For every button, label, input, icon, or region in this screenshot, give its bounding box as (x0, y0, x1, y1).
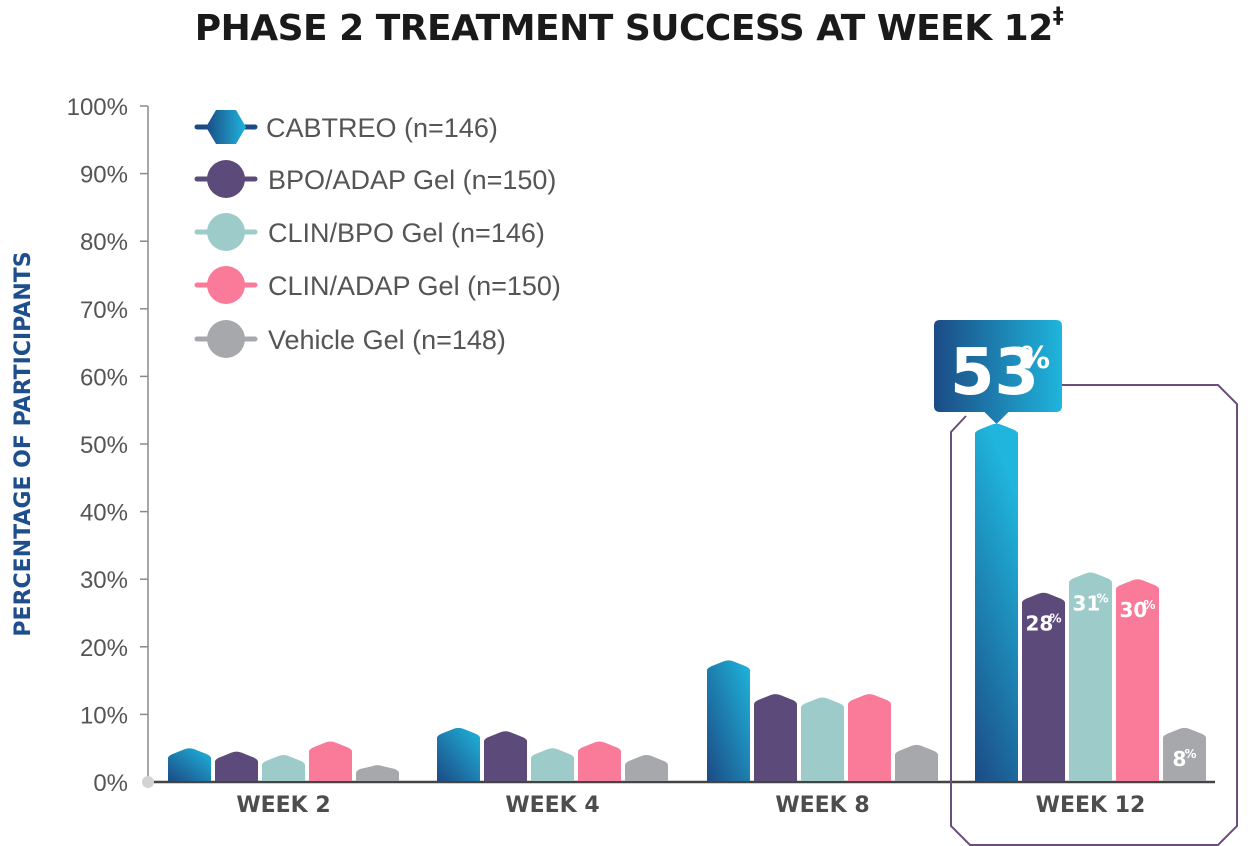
data-label-unit: % (1144, 598, 1156, 612)
legend-item: Vehicle Gel (n=148) (194, 320, 506, 358)
axis-origin-dot (142, 776, 154, 788)
y-tick-label: 30% (80, 567, 128, 594)
legend-item: CABTREO (n=146) (194, 110, 498, 144)
legend-item: CLIN/ADAP Gel (n=150) (194, 266, 561, 304)
bar-week4-series1 (484, 731, 527, 781)
highlight-frame (950, 384, 1238, 846)
legend: CABTREO (n=146) BPO/ADAP Gel (n=150) CLIN/… (194, 110, 561, 358)
data-label: 28 (1026, 612, 1054, 636)
data-label-group: 30% (1120, 598, 1156, 622)
data-label-unit: % (1050, 612, 1062, 626)
chart-title-mark: ‡ (1052, 4, 1064, 29)
legend-item: CLIN/BPO Gel (n=146) (194, 213, 545, 251)
bar-week4-series0 (437, 727, 480, 781)
data-label-unit: % (1020, 341, 1050, 376)
x-tick-label: WEEK 12 (1036, 793, 1146, 818)
legend-marker-circle (207, 320, 245, 358)
x-tick-label: WEEK 4 (505, 793, 599, 818)
legend-item: BPO/ADAP Gel (n=150) (194, 160, 556, 198)
bar-week12-series3 (1116, 579, 1159, 781)
bar-week8-series1 (754, 694, 797, 781)
highlight-layer (950, 384, 1238, 846)
y-tick-label: 80% (80, 229, 128, 256)
data-label-unit: % (1097, 591, 1109, 605)
y-tick-label: 70% (80, 297, 128, 324)
legend-label: Vehicle Gel (n=148) (268, 325, 506, 355)
data-label-group: 8% (1173, 747, 1197, 771)
legend-marker-circle (207, 160, 245, 198)
y-tick-label: 100% (67, 94, 128, 121)
legend-marker-circle (207, 213, 245, 251)
legend-label: CLIN/BPO Gel (n=146) (268, 218, 545, 248)
bar-week4-series2 (531, 748, 574, 781)
bar-week12-series0 (975, 423, 1018, 781)
callout-box (934, 320, 1062, 424)
legend-label: CABTREO (n=146) (266, 113, 498, 143)
callout-53: 53% (934, 320, 1062, 424)
bar-week4-series4 (625, 754, 668, 781)
legend-label: CLIN/ADAP Gel (n=150) (268, 271, 561, 301)
bar-week2-series2 (262, 754, 305, 781)
data-label: 31 (1073, 591, 1101, 615)
bar-week12-series1 (1022, 592, 1065, 781)
bar-week8-series4 (895, 744, 938, 781)
y-tick-label: 20% (80, 635, 128, 662)
bars (168, 423, 1206, 781)
bar-week2-series3 (309, 741, 352, 781)
x-tick-label: WEEK 8 (775, 793, 869, 818)
y-tick-label: 0% (93, 770, 128, 797)
y-axis-title: PERCENTAGE OF PARTICIPANTS (11, 251, 36, 636)
y-tick-label: 60% (80, 364, 128, 391)
legend-marker-hexagon (206, 110, 246, 144)
data-label: 53 (950, 336, 1039, 410)
data-label-unit: % (1185, 747, 1197, 761)
legend-marker-circle (207, 266, 245, 304)
bar-week12-series4 (1163, 727, 1206, 781)
data-label-group: 31% (1073, 591, 1109, 615)
data-labels: 53%28%31% 30%8% (934, 320, 1197, 771)
chart-title: PHASE 2 TREATMENT SUCCESS AT WEEK 12‡ (0, 4, 1258, 49)
y-tick-label: 40% (80, 500, 128, 527)
y-tick-label: 50% (80, 432, 128, 459)
bar-week4-series3 (578, 741, 621, 781)
y-tick-label: 10% (80, 702, 128, 729)
legend-label: BPO/ADAP Gel (n=150) (268, 165, 556, 195)
data-label: 30 (1120, 598, 1148, 622)
x-tick-label: WEEK 2 (236, 793, 330, 818)
y-tick-label: 90% (80, 162, 128, 189)
bar-week2-series0 (168, 748, 211, 781)
bar-week8-series3 (848, 694, 891, 781)
bar-week2-series1 (215, 751, 258, 781)
bar-week8-series2 (801, 697, 844, 781)
data-label-group: 28% (1026, 612, 1062, 636)
bar-week2-series4 (356, 765, 399, 781)
bar-week8-series0 (707, 660, 750, 781)
axes: 0% 10% 20% 30% 40% 50% 60% 70% 80% 90% 100% PERCENT… (11, 94, 1215, 818)
chart-title-text: PHASE 2 TREATMENT SUCCESS AT WEEK 12 (194, 8, 1054, 49)
data-label: 8 (1173, 747, 1187, 771)
bar-week12-series2 (1069, 572, 1112, 781)
